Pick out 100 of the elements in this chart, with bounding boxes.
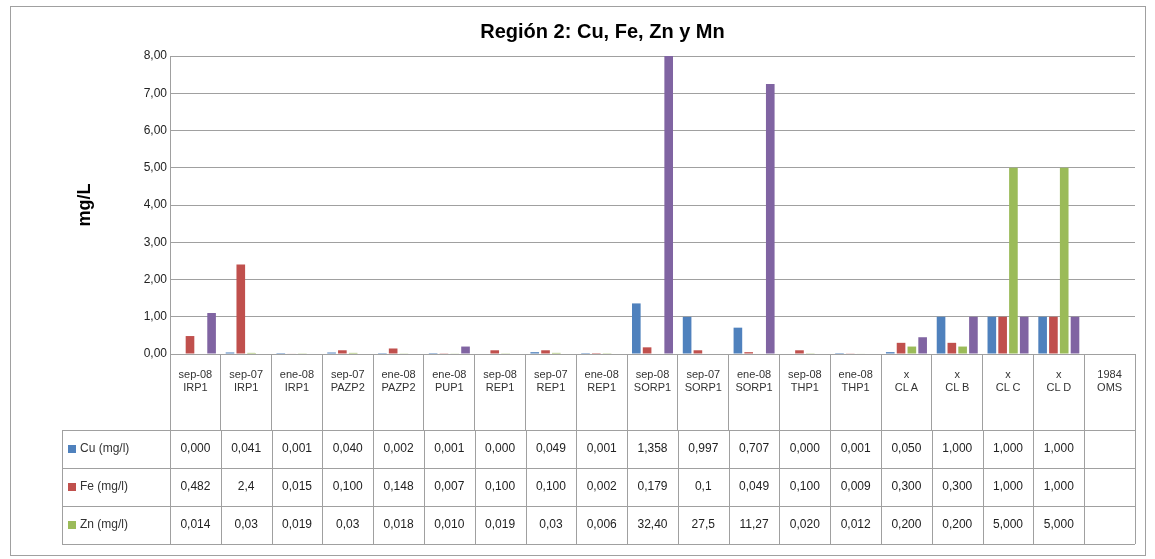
data-label: 0,001 — [281, 441, 313, 456]
data-label: 0,014 — [180, 517, 211, 532]
x-tick-label: sep-07 SORP1 — [684, 367, 722, 393]
data-label: 0,200 — [942, 517, 973, 532]
x-tick-label: sep-08 IRP1 — [178, 367, 213, 393]
data-label: 0,001 — [840, 441, 871, 456]
data-label: 0,018 — [383, 517, 414, 532]
data-label: 1,000 — [993, 441, 1024, 456]
y-tick-label: 7,00 — [143, 85, 168, 100]
data-label: 0,049 — [535, 441, 567, 456]
data-label: 0,019 — [281, 517, 313, 532]
data-label: 0,03 — [539, 517, 563, 532]
y-axis-title: mg/L — [73, 183, 94, 227]
bar — [1009, 167, 1018, 354]
bar — [795, 350, 804, 354]
x-tick-label: x CL B — [945, 367, 970, 393]
data-label: 0,300 — [942, 479, 973, 494]
bar — [1059, 167, 1069, 354]
bar — [987, 316, 997, 354]
y-tick-label: 6,00 — [143, 122, 168, 137]
x-tick-label: ene-08 THP1 — [838, 367, 873, 393]
data-label: 0,200 — [891, 517, 922, 532]
y-tick-label: 1,00 — [143, 309, 168, 324]
bar — [541, 350, 550, 354]
data-label: 0,100 — [789, 479, 821, 494]
x-tick-label: ene-08 PAZP2 — [381, 367, 416, 393]
bar — [388, 348, 398, 354]
data-label: 0,1 — [694, 479, 712, 494]
data-label: 0,000 — [789, 441, 821, 456]
data-label: 0,300 — [891, 479, 922, 494]
bar — [969, 316, 978, 354]
x-tick-label: sep-08 SORP1 — [633, 367, 672, 393]
data-label: 0,100 — [332, 479, 364, 494]
x-tick-label: x CL A — [894, 367, 919, 393]
data-label: 0,040 — [332, 441, 364, 456]
legend-label: Fe (mg/l) — [80, 479, 128, 494]
y-tick-label: 2,00 — [143, 271, 168, 286]
x-tick-label: ene-08 IRP1 — [279, 367, 315, 393]
data-label: 0,041 — [231, 441, 262, 456]
x-tick-label: sep-08 THP1 — [788, 367, 822, 393]
data-label: 0,000 — [180, 441, 211, 456]
text: 11,27 — [739, 517, 769, 532]
bar — [1019, 316, 1029, 354]
bar — [490, 350, 500, 354]
bar — [1049, 316, 1058, 354]
x-tick-label: ene-08 PUP1 — [432, 367, 467, 393]
data-label: 0,019 — [485, 517, 516, 532]
data-label: 0,707 — [739, 441, 770, 456]
y-tick-label: 5,00 — [143, 160, 168, 175]
bar — [693, 350, 703, 354]
data-label: 0,100 — [485, 479, 516, 494]
y-tick-label: 8,00 — [143, 48, 168, 63]
data-label: 0,000 — [485, 441, 516, 456]
data-label: 1,000 — [1043, 441, 1075, 456]
bar — [642, 347, 652, 354]
text: 27,5 — [691, 517, 715, 532]
bar — [733, 327, 743, 354]
bar — [1070, 316, 1080, 354]
bar — [947, 342, 957, 354]
legend-label: Cu (mg/l) — [80, 441, 130, 456]
data-label: 1,000 — [942, 441, 973, 456]
x-tick-label: sep-08 REP1 — [483, 367, 517, 393]
y-tick-label: 3,00 — [143, 234, 168, 249]
bar — [896, 342, 906, 354]
bar — [631, 303, 641, 354]
data-label: 0,482 — [180, 479, 211, 494]
x-tick-label: sep-07 IRP1 — [229, 367, 263, 393]
bar — [907, 346, 917, 354]
x-tick-label: ene-08 SORP1 — [735, 367, 773, 393]
x-tick-label: sep-07 REP1 — [534, 367, 568, 393]
data-label: 0,03 — [336, 517, 360, 532]
data-label: 0,001 — [434, 441, 465, 456]
data-label: 0,002 — [383, 441, 414, 456]
data-label: 0,007 — [434, 479, 465, 494]
bar — [936, 316, 946, 354]
data-label: 5,000 — [1043, 517, 1075, 532]
bar — [998, 316, 1007, 354]
y-tick-label: 4,00 — [143, 197, 168, 212]
data-label: 2,4 — [237, 479, 255, 494]
data-label: 0,012 — [840, 517, 871, 532]
legend-label: Zn (mg/l) — [80, 517, 128, 532]
data-label: 5,000 — [993, 517, 1024, 532]
bar — [1038, 316, 1047, 354]
x-tick-label: 1984 OMS — [1097, 367, 1123, 393]
data-label: 0,001 — [586, 441, 618, 456]
bar — [765, 83, 775, 354]
data-label: 1,000 — [1043, 479, 1075, 494]
data-label: 0,049 — [739, 479, 770, 494]
bar — [461, 346, 470, 354]
chart-title: Región 2: Cu, Fe, Zn y Mn — [480, 19, 725, 42]
bar — [958, 346, 967, 354]
bar — [664, 56, 674, 354]
bar — [682, 316, 692, 354]
x-tick-label: sep-07 PAZP2 — [330, 367, 365, 393]
data-label: 1,000 — [993, 479, 1024, 494]
bar — [185, 336, 195, 354]
data-label: 0,002 — [586, 479, 618, 494]
bar — [338, 350, 347, 354]
bar — [918, 337, 927, 354]
data-label: 0,997 — [688, 441, 719, 456]
